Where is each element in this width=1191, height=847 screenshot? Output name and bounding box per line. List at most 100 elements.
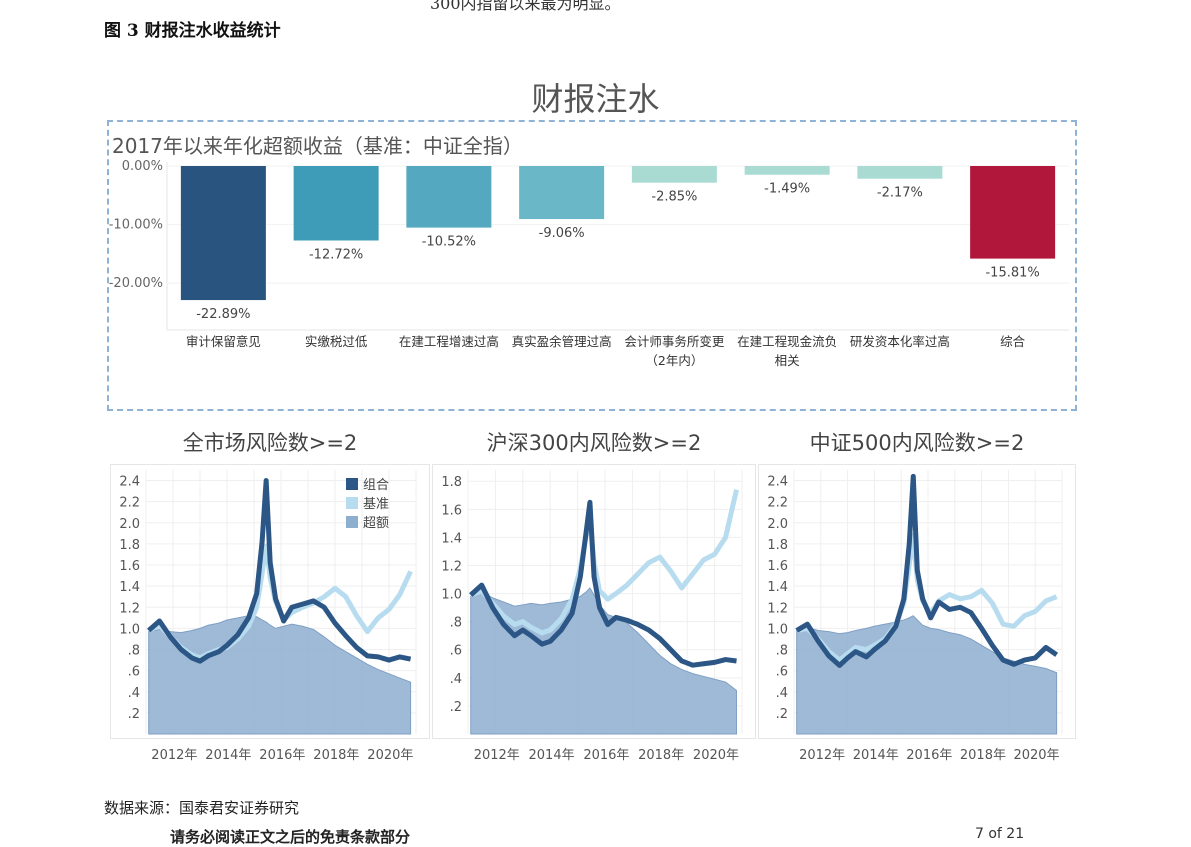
chart-title-zz500: 中证500内风险数>=2 (809, 431, 1025, 455)
x-tick-label: 2020年 (1013, 748, 1059, 763)
bar (744, 166, 830, 175)
cut-top-text: 300内指留以来最为明显。 (430, 0, 621, 13)
series-area-excess (796, 615, 1058, 735)
x-tick-label: 2014年 (853, 748, 899, 763)
panel-title: 财报注水 (531, 80, 660, 118)
y-tick-label: -10.00% (109, 218, 163, 233)
chart-title-hs300: 沪深300内风险数>=2 (486, 431, 702, 455)
y-tick-label: 2.0 (767, 517, 788, 532)
category-label: 在建工程现金流负 (737, 334, 837, 349)
legend-swatch (346, 478, 358, 490)
y-tick-label: 1.0 (441, 588, 462, 603)
y-tick-label: 1.4 (441, 531, 462, 546)
y-tick-label: .8 (128, 644, 140, 659)
category-label: 真实盈余管理过高 (512, 334, 612, 349)
category-label: 相关 (775, 353, 800, 368)
y-tick-label: 1.2 (767, 601, 788, 616)
category-label: 综合 (1000, 334, 1026, 349)
x-tick-label: 2018年 (960, 748, 1006, 763)
x-tick-label: 2014年 (205, 748, 251, 763)
x-tick-label: 2016年 (583, 748, 629, 763)
page-number: 7 of 21 (975, 826, 1025, 842)
bar-value-label: -1.49% (764, 182, 810, 197)
legend-label: 基准 (363, 497, 389, 512)
bar (180, 166, 266, 301)
legend-swatch (346, 516, 358, 528)
legend-label: 组合 (363, 478, 389, 493)
y-tick-label: 1.8 (119, 538, 140, 553)
legend-swatch (346, 497, 358, 509)
legend-label: 超额 (363, 516, 389, 531)
bar (857, 166, 943, 179)
y-tick-label: 1.6 (767, 559, 788, 574)
bar-value-label: -9.06% (539, 226, 585, 241)
line-chart-hs300: 1.8 1.6 1.4 1.2 1.0 .8 .6 .4 .2 2012年 2014年 2016年 20… (432, 464, 756, 763)
figure-caption: 图 3 财报注水收益统计 (104, 21, 281, 41)
y-tick-label: 1.4 (767, 580, 788, 595)
y-tick-label: 2.4 (767, 475, 788, 490)
y-tick-label: 0.00% (122, 160, 163, 174)
x-tick-label: 2016年 (906, 748, 952, 763)
bar-chart: 0.00% -10.00% -20.00% -22.89% 审计保留意见 -12.72% 实… (109, 160, 1069, 368)
x-tick-label: 2020年 (693, 748, 739, 763)
x-tick-label: 2018年 (638, 748, 684, 763)
y-tick-label: 2.4 (119, 475, 140, 490)
x-tick-label: 2012年 (799, 748, 845, 763)
category-label: 实缴税过低 (305, 334, 368, 349)
y-tick-label: .8 (776, 644, 788, 659)
x-tick-label: 2012年 (474, 748, 520, 763)
category-label: （2年内） (645, 353, 703, 368)
y-tick-label: 2.0 (119, 517, 140, 532)
y-tick-label: .8 (450, 616, 462, 631)
bar (406, 166, 492, 228)
bar-chart-title: 2017年以来年化超额收益（基准：中证全指） (112, 134, 523, 158)
bar-value-label: -15.81% (985, 266, 1039, 281)
y-tick-label: 2.2 (767, 496, 788, 511)
x-tick-label: 2012年 (151, 748, 197, 763)
chart-title-all-market: 全市场风险数>=2 (182, 431, 358, 455)
x-tick-label: 2014年 (529, 748, 575, 763)
category-label: 会计师事务所变更 (624, 334, 725, 349)
y-tick-label: 1.6 (119, 559, 140, 574)
y-tick-label: .6 (128, 665, 140, 680)
y-tick-label: .4 (776, 686, 788, 701)
category-label: 研发资本化率过高 (850, 334, 950, 349)
series-area-excess (148, 615, 412, 735)
y-tick-label: .4 (450, 672, 462, 687)
y-tick-label: 1.8 (441, 475, 462, 490)
category-label: 在建工程增速过高 (399, 334, 499, 349)
bar-value-label: -2.85% (651, 190, 697, 205)
y-tick-label: 1.2 (441, 559, 462, 574)
y-tick-label: .6 (450, 644, 462, 659)
y-tick-label: -20.00% (109, 276, 163, 291)
bar (293, 166, 379, 241)
series-line-portfolio (469, 499, 737, 668)
bar (631, 166, 717, 183)
bar-value-label: -22.89% (196, 307, 250, 322)
y-tick-label: 1.6 (441, 503, 462, 518)
y-tick-label: 2.2 (119, 496, 140, 511)
series-line-portfolio (795, 473, 1059, 668)
line-chart-all-market: 2.4 2.2 2.0 1.8 1.6 1.4 1.2 1.0 .8 .6 .4 .2 2012年 201… (110, 464, 430, 763)
line-chart-zz500: 2.4 2.2 2.0 1.8 1.6 1.4 1.2 1.0 .8 .6 .4 .2 2012年 201… (758, 464, 1076, 763)
y-tick-label: .2 (450, 700, 462, 715)
y-tick-label: .2 (776, 707, 788, 722)
y-tick-label: 1.0 (767, 622, 788, 637)
x-tick-label: 2016年 (259, 748, 305, 763)
bar (970, 166, 1056, 259)
y-tick-label: 1.2 (119, 601, 140, 616)
y-tick-label: .6 (776, 665, 788, 680)
x-tick-label: 2018年 (313, 748, 359, 763)
y-tick-label: .4 (128, 686, 140, 701)
series-line-portfolio (147, 478, 412, 664)
y-tick-label: 1.4 (119, 580, 140, 595)
bar-value-label: -10.52% (422, 235, 476, 250)
cut-bottom-text: 请务必阅读正文之后的免责条款部分 (170, 828, 411, 846)
data-source: 数据来源：国泰君安证券研究 (104, 799, 300, 817)
bar-value-label: -2.17% (877, 186, 923, 201)
bar-chart-frame (107, 120, 1077, 411)
y-tick-label: 1.0 (119, 622, 140, 637)
bar (519, 166, 605, 220)
y-tick-label: 1.8 (767, 538, 788, 553)
category-label: 审计保留意见 (186, 334, 261, 349)
